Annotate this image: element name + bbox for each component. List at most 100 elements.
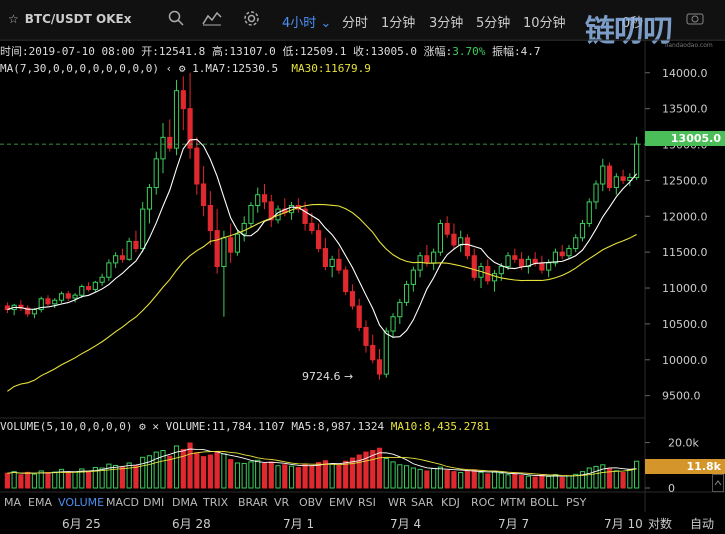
candle-body <box>173 90 180 149</box>
volume-bar <box>133 465 139 489</box>
candle-body <box>634 143 640 178</box>
volume-bar <box>85 470 92 489</box>
indicator-tab-roc[interactable]: ROC <box>471 496 495 509</box>
volume-bar <box>620 472 626 489</box>
toolbar: ☆ BTC/USDT OKEx 4小时 ⌄ 分时 1分钟 3分钟 5分钟 10分钟… <box>0 0 725 49</box>
tab-timeframe-4h[interactable]: 4小时 ⌄ <box>282 12 331 31</box>
indicator-tab-emv[interactable]: EMV <box>329 496 353 509</box>
candle-body <box>431 251 437 264</box>
indicator-tab-psy[interactable]: PSY <box>566 496 587 509</box>
settings-gear-icon[interactable] <box>243 10 260 31</box>
candle-body <box>52 299 58 305</box>
candle-body <box>106 262 112 278</box>
volume-bar <box>180 448 186 489</box>
indicator-tab-trix[interactable]: TRIX <box>203 496 229 509</box>
volume-bar <box>234 462 241 489</box>
indicator-tab-kdj[interactable]: KDJ <box>441 496 460 509</box>
tab-timeframe-10m[interactable]: 10分钟 <box>523 16 566 31</box>
volume-info: VOLUME(5,10,0,0,0,0) ⚙ ✕ VOLUME:11,784.1… <box>0 420 490 433</box>
indicator-tab-ma[interactable]: MA <box>4 496 22 509</box>
candle-body <box>316 230 322 250</box>
date-label: 7月 1 <box>283 517 315 531</box>
volume-bar <box>451 471 457 489</box>
candle-body <box>234 233 241 253</box>
tab-timeframe-1m[interactable]: 1分钟 <box>381 16 416 31</box>
volume-bar <box>207 454 213 489</box>
price-tick-label: 11500.0 <box>662 246 708 259</box>
candle-body <box>160 136 166 160</box>
indicator-chart-icon[interactable] <box>202 10 222 30</box>
indicator-tab-ema[interactable]: EMA <box>28 496 52 509</box>
tab-timeframe-line[interactable]: 分时 <box>342 16 369 31</box>
indicator-tab-vr[interactable]: VR <box>274 496 290 509</box>
candle-body <box>573 237 579 250</box>
indicator-tab-dmi[interactable]: DMI <box>143 496 165 509</box>
candle-body <box>85 286 92 290</box>
price-tick-label: 9500.0 <box>662 390 701 403</box>
candle-body <box>99 276 105 283</box>
volume-close-icon[interactable]: ✕ <box>152 420 159 433</box>
volume-bar <box>424 470 430 489</box>
candle-body <box>45 298 51 305</box>
candle-body <box>532 258 538 264</box>
indicator-tab-sar[interactable]: SAR <box>411 496 434 509</box>
candle-body <box>241 222 247 235</box>
tab-timeframe-5m[interactable]: 5分钟 <box>476 16 511 31</box>
symbol-title[interactable]: ☆ BTC/USDT OKEx <box>8 12 131 26</box>
log-scale-button[interactable]: 对数 <box>648 517 673 531</box>
camera-icon[interactable] <box>686 11 704 29</box>
info-low: 低:12509.1 <box>282 45 347 58</box>
indicator-tab-boll[interactable]: BOLL <box>530 496 559 509</box>
volume-bar <box>221 453 227 489</box>
indicator-tab-obv[interactable]: OBV <box>299 496 323 509</box>
date-label: 7月 10 <box>604 517 643 531</box>
star-icon[interactable]: ☆ <box>8 12 19 26</box>
candle-body <box>153 158 159 189</box>
chart-grid <box>0 39 725 512</box>
auto-scale-button[interactable]: 自动 <box>690 517 715 531</box>
ma-settings-icon[interactable]: ‹ ⚙ <box>165 62 186 75</box>
indicator-tab-wr[interactable]: WR <box>388 496 407 509</box>
tab-timeframe-seconds[interactable]: 0秒 <box>622 16 644 31</box>
candle-body <box>546 262 552 271</box>
tab-timeframe-3m[interactable]: 3分钟 <box>429 16 464 31</box>
candle-body <box>343 269 349 293</box>
ma-params[interactable]: MA(7,30,0,0,0,0,0,0,0,0) <box>0 62 159 75</box>
candle-body <box>579 222 586 239</box>
volume-ma10: MA10:8,435.2781 <box>390 420 491 433</box>
ma7-line <box>7 138 638 338</box>
volume-bar <box>458 472 464 489</box>
indicator-tab-macd[interactable]: MACD <box>106 496 139 509</box>
indicator-tab-rsi[interactable]: RSI <box>358 496 376 509</box>
volume-bars <box>4 442 640 489</box>
volume-bar <box>613 470 619 489</box>
candle-body <box>92 281 98 290</box>
indicator-tab-mtm[interactable]: MTM <box>500 496 526 509</box>
candle-body <box>349 291 356 307</box>
volume-ma5: MA5:8,987.1324 <box>291 420 385 433</box>
scroll-toggle[interactable] <box>712 474 724 492</box>
low-price-marker: 9724.6 → <box>302 370 354 383</box>
price-tick-label: 10500.0 <box>662 318 708 331</box>
indicator-tab-dma[interactable]: DMA <box>172 496 198 509</box>
volume-settings-icon[interactable]: ⚙ <box>139 420 146 433</box>
price-tick-label: 10000.0 <box>662 354 708 367</box>
indicator-tab-brar[interactable]: BRAR <box>238 496 268 509</box>
volume-bar <box>491 471 498 489</box>
volume-bar <box>329 463 335 489</box>
candle-body <box>512 255 518 260</box>
candle-body <box>552 251 559 264</box>
info-time: 时间:2019-07-10 08:00 <box>0 45 135 58</box>
candle-body <box>370 344 376 361</box>
indicator-tab-volume[interactable]: VOLUME <box>58 496 105 509</box>
volume-bar <box>228 459 234 489</box>
volume-bar <box>559 477 565 489</box>
search-icon[interactable] <box>168 10 184 30</box>
volume-params[interactable]: VOLUME(5,10,0,0,0,0) <box>0 420 133 433</box>
date-label: 6月 25 <box>62 517 101 531</box>
candle-body <box>58 293 65 301</box>
candle-body <box>180 90 186 110</box>
volume-bar <box>268 461 274 489</box>
symbol-label: BTC/USDT OKEx <box>24 12 132 26</box>
